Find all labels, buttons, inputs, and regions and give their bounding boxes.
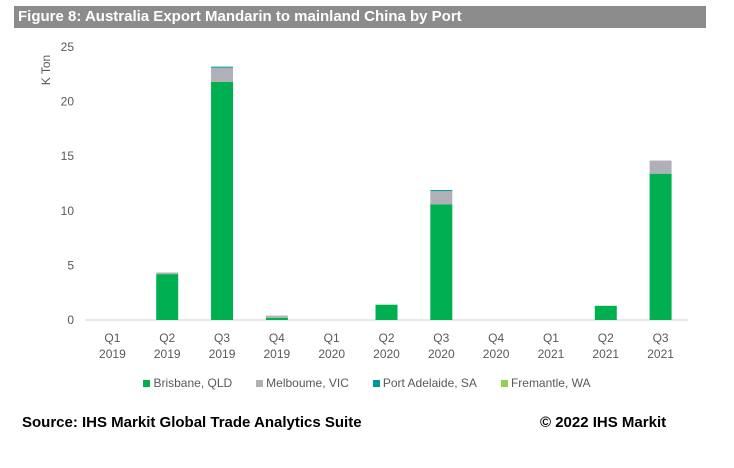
bar-segment (265, 317, 288, 320)
x-tick-label: Q3 (653, 331, 669, 345)
bar-segment (265, 315, 288, 318)
bar-segment (649, 160, 672, 174)
x-tick-label: 2019 (264, 347, 291, 361)
x-tick-label: 2021 (592, 347, 619, 361)
bar-segment (594, 305, 617, 320)
legend-swatch (256, 380, 264, 387)
x-tick-label: 2020 (373, 347, 400, 361)
x-tick-label: Q3 (214, 331, 230, 345)
y-tick-label: 25 (61, 40, 75, 54)
legend: Brisbane, QLD Melboume, VIC Port Adelaide,… (0, 376, 734, 390)
x-tick-label: 2019 (99, 347, 126, 361)
legend-item: Port Adelaide, SA (372, 376, 477, 390)
x-tick-label: Q1 (543, 331, 559, 345)
legend-item: Melboume, VIC (256, 376, 349, 390)
y-axis-label: K Ton (39, 55, 53, 85)
legend-label: Fremantle, WA (510, 376, 591, 390)
x-tick-label: 2021 (647, 347, 674, 361)
y-tick-label: 15 (61, 149, 75, 163)
legend-item: Brisbane, QLD (143, 376, 232, 390)
x-tick-label: Q4 (269, 331, 285, 345)
x-tick-label: Q1 (104, 331, 120, 345)
bar-segment (430, 191, 453, 205)
legend-swatch (372, 380, 380, 387)
bar-segment (211, 66, 234, 68)
x-tick-label: Q2 (598, 331, 614, 345)
legend-label: Melboume, VIC (266, 376, 349, 390)
bar-segment (649, 173, 672, 320)
legend-swatch (500, 380, 508, 387)
bar-segment (211, 81, 234, 320)
legend-swatch (143, 380, 151, 387)
x-tick-label: 2021 (538, 347, 565, 361)
x-tick-label: Q1 (324, 331, 340, 345)
bar-segment (156, 272, 179, 275)
x-tick-label: Q3 (433, 331, 449, 345)
x-tick-label: 2020 (428, 347, 455, 361)
x-tick-label: 2020 (318, 347, 345, 361)
y-tick-label: 0 (67, 313, 74, 327)
x-tick-label: 2019 (209, 347, 236, 361)
bar-segment (430, 190, 453, 192)
bar-segment (156, 274, 179, 320)
x-tick-label: Q2 (159, 331, 175, 345)
y-tick-label: 5 (67, 258, 74, 272)
bar-segment (375, 304, 398, 320)
bar-chart: 0 5 10 15 20 25 K Ton Q1 2019 Q2 2019 Q3 2019 Q4 2019 Q… (39, 40, 688, 361)
bar-segment (430, 204, 453, 320)
legend-label: Port Adelaide, SA (382, 376, 477, 390)
y-tick-label: 10 (61, 204, 75, 218)
x-tick-label: 2019 (154, 347, 181, 361)
x-tick-label: 2020 (483, 347, 510, 361)
x-tick-label: Q2 (378, 331, 394, 345)
x-tick-label: Q4 (488, 331, 504, 345)
legend-item: Fremantle, WA (500, 376, 591, 390)
source-note: Source: IHS Markit Global Trade Analytic… (22, 414, 362, 431)
chart-title: Figure 8: Australia Export Mandarin to m… (14, 6, 706, 28)
y-tick-label: 20 (61, 95, 75, 109)
legend-label: Brisbane, QLD (153, 376, 233, 390)
copyright: © 2022 IHS Markit (540, 414, 667, 431)
bar-segment (211, 67, 234, 82)
